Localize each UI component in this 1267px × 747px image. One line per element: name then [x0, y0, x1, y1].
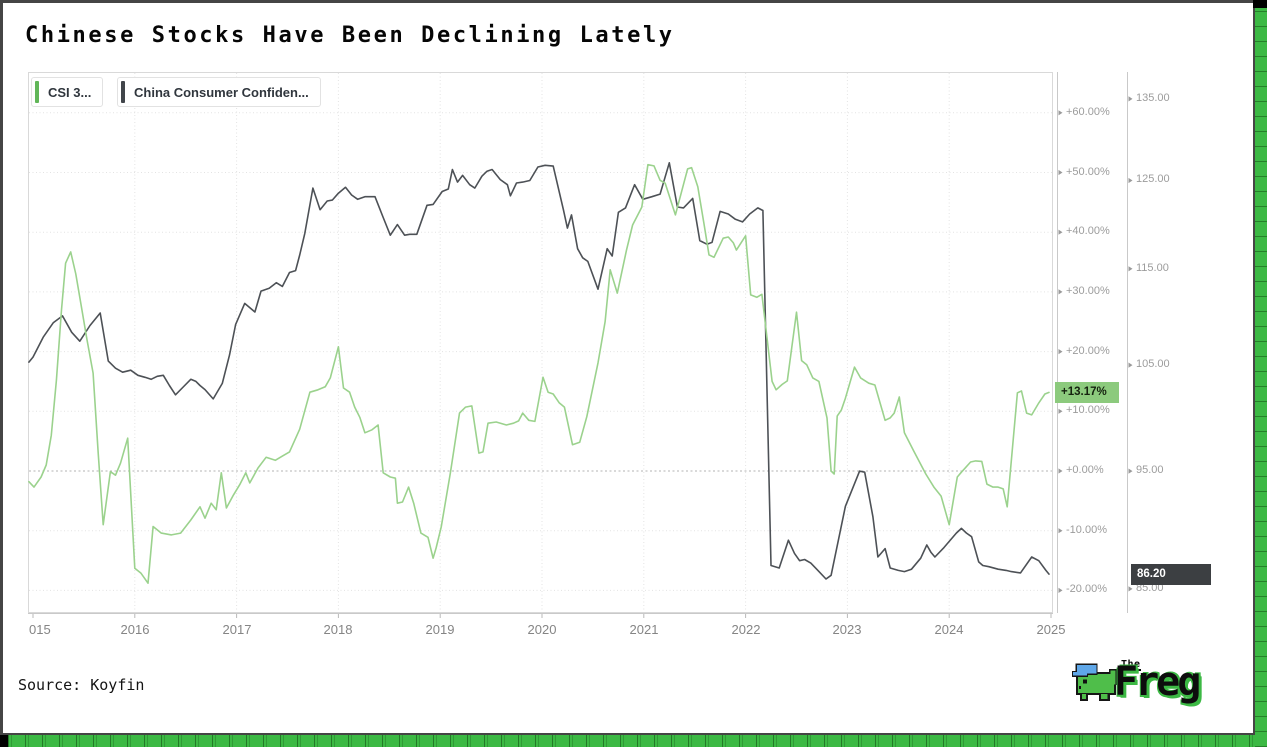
last-value-badge-csi300: +13.17% — [1055, 382, 1119, 403]
brand-logo: The Freg — [1072, 653, 1217, 708]
source-credit: Source: Koyfin — [18, 676, 145, 694]
legend-label-csi300: CSI 3... — [48, 84, 92, 100]
last-value-badge-consumer-confidence: 86.20 — [1131, 564, 1211, 585]
frame-border-top — [0, 0, 1267, 3]
right-axis-tick-label: 125.00 — [1136, 173, 1170, 185]
frame-border-left — [0, 0, 3, 747]
x-axis-tick-label: 2022 — [731, 622, 761, 637]
x-axis-tick-label: 2020 — [527, 622, 557, 637]
right-axis-tick-label: 115.00 — [1136, 262, 1169, 274]
frog-mascot-icon — [1072, 663, 1117, 701]
left-axis-tick-label: +10.00% — [1066, 404, 1110, 416]
frame-accent-right — [1255, 8, 1267, 747]
csi300-color-swatch — [35, 81, 39, 103]
consumer-confidence-color-swatch — [121, 81, 125, 103]
page-title: Chinese Stocks Have Been Declining Latel… — [25, 23, 675, 48]
x-axis-tick-label: 2024 — [934, 622, 964, 637]
csi300-line — [28, 163, 1050, 584]
x-axis-tick-label: 2016 — [120, 622, 150, 637]
brand-the-text: The — [1121, 659, 1141, 671]
right-axis-tick-label: 105.00 — [1136, 358, 1170, 370]
right-axis-tick-label: 85.00 — [1136, 582, 1164, 594]
brand-name-text: Freg — [1114, 659, 1201, 705]
frame-corner-bottom-left — [0, 735, 8, 747]
left-axis-tick-label: +20.00% — [1066, 345, 1110, 357]
left-axis-tick-label: +50.00% — [1066, 166, 1110, 178]
legend-chip-consumer-confidence[interactable]: China Consumer Confiden... — [117, 77, 321, 107]
x-axis-tick-label: 2021 — [629, 622, 659, 637]
frame-accent-bottom — [8, 735, 1255, 747]
left-axis-tick-label: +40.00% — [1066, 225, 1110, 237]
left-axis-tick-label: +0.00% — [1066, 464, 1104, 476]
frame-separator-right — [1253, 0, 1255, 747]
x-axis-tick-label: 2023 — [832, 622, 862, 637]
left-axis-tick-label: +60.00% — [1066, 106, 1110, 118]
legend-chip-csi300[interactable]: CSI 3... — [31, 77, 104, 107]
x-axis-tick-label: 2025 — [1036, 622, 1066, 637]
frame-separator-bottom — [0, 733, 1267, 735]
frame-corner-top-right — [1253, 0, 1267, 8]
left-axis-tick-label: -10.00% — [1066, 524, 1107, 536]
left-axis-tick-label: +30.00% — [1066, 285, 1110, 297]
right-axis-tick-label: 95.00 — [1136, 464, 1164, 476]
x-axis-tick-label: 2019 — [425, 622, 455, 637]
x-axis-tick-label: 015 — [29, 622, 51, 637]
x-axis-tick-label: 2017 — [222, 622, 252, 637]
consumer-confidence-line — [28, 162, 1050, 580]
x-axis-tick-label: 2018 — [323, 622, 353, 637]
legend-label-consumer-confidence: China Consumer Confiden... — [134, 84, 309, 100]
right-axis-tick-label: 135.00 — [1136, 92, 1170, 104]
left-axis-tick-label: -20.00% — [1066, 583, 1107, 595]
